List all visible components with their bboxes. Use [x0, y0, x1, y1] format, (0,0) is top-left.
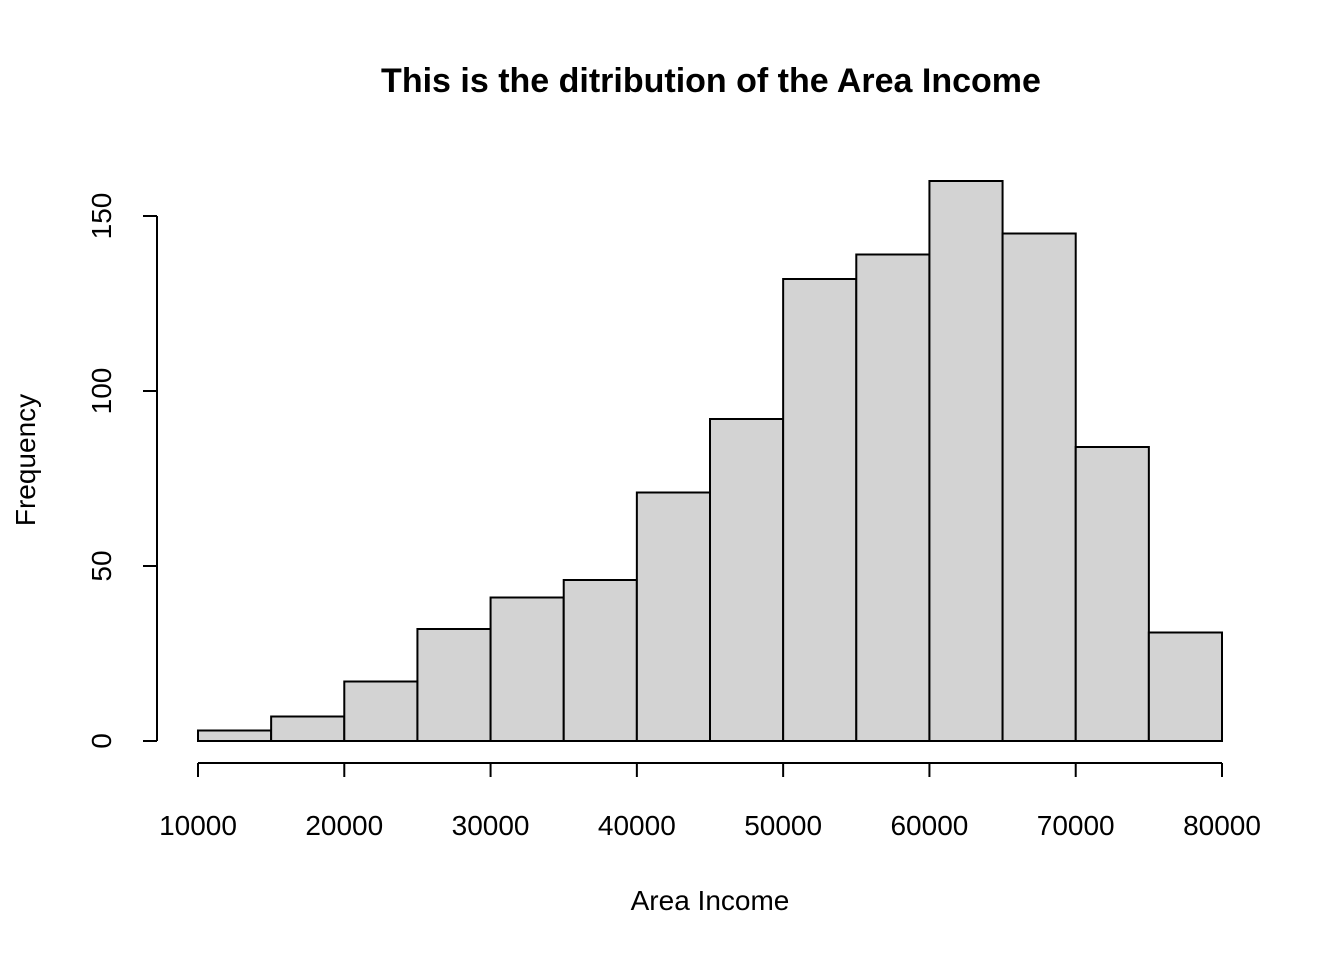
x-tick-label: 30000 — [452, 810, 530, 841]
x-tick-label: 60000 — [890, 810, 968, 841]
x-tick-label: 40000 — [598, 810, 676, 841]
y-tick-label: 50 — [86, 550, 117, 581]
histogram-bar — [1147, 631, 1224, 742]
x-tick-label: 50000 — [744, 810, 822, 841]
x-tick-label: 70000 — [1037, 810, 1115, 841]
x-axis: 10000 20000 30000 40000 50000 60000 70000 80000 — [159, 762, 1261, 841]
histogram-bar — [782, 278, 858, 742]
y-tick-label: 100 — [86, 368, 117, 415]
y-axis-label: Frequency — [10, 394, 41, 526]
x-tick-label: 10000 — [159, 810, 237, 841]
chart-title: This is the ditribution of the Area Inco… — [381, 62, 1041, 100]
histogram-bar — [1074, 446, 1150, 742]
y-axis: 0 50 100 150 — [86, 193, 158, 749]
x-axis-label: Area Income — [631, 885, 790, 916]
histogram-bar — [197, 729, 273, 742]
x-tick-label: 20000 — [305, 810, 383, 841]
histogram-bar — [928, 180, 1004, 742]
histogram-bar — [1001, 232, 1077, 742]
histogram-bar — [343, 680, 419, 742]
histogram-bar — [416, 628, 492, 742]
y-tick-label: 150 — [86, 193, 117, 240]
y-tick-label: 0 — [86, 733, 117, 749]
histogram-bar — [855, 253, 931, 742]
bars-group — [197, 180, 1224, 742]
histogram-bar — [489, 596, 565, 742]
histogram-bar — [709, 418, 785, 742]
histogram-bar — [270, 715, 346, 742]
histogram-bar — [562, 579, 638, 742]
histogram-bar — [635, 491, 711, 742]
x-tick-label: 80000 — [1183, 810, 1261, 841]
